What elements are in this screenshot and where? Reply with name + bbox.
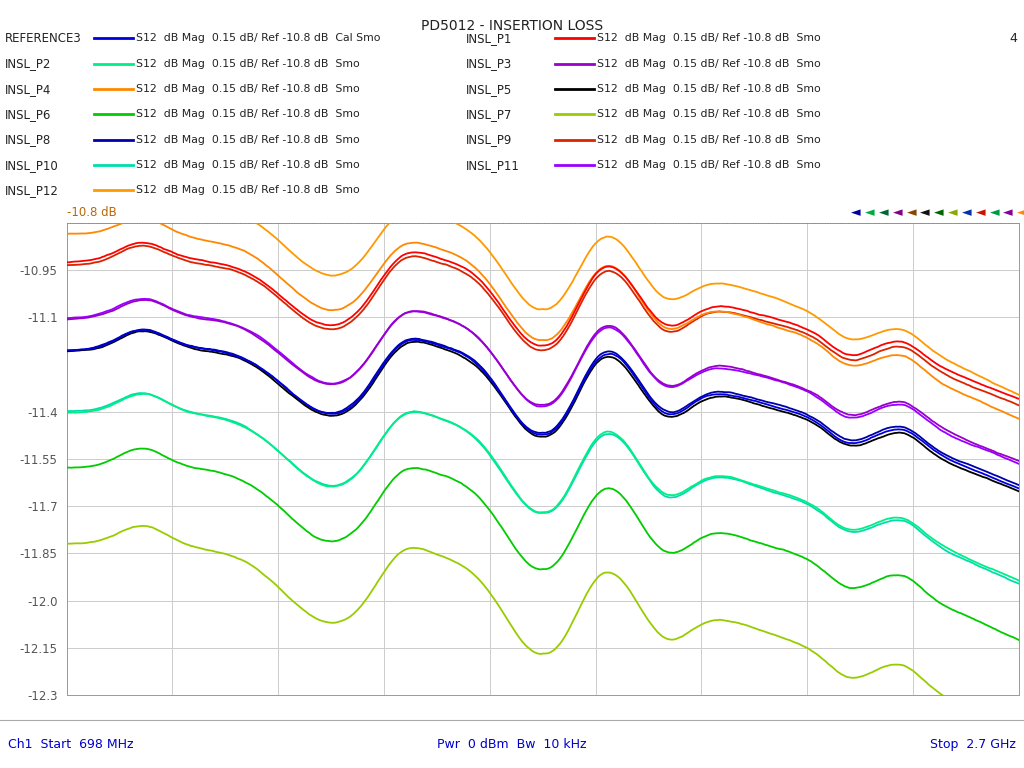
Text: S12  dB Mag  0.15 dB/ Ref -10.8 dB  Smo: S12 dB Mag 0.15 dB/ Ref -10.8 dB Smo bbox=[597, 84, 821, 94]
Text: S12  dB Mag  0.15 dB/ Ref -10.8 dB  Smo: S12 dB Mag 0.15 dB/ Ref -10.8 dB Smo bbox=[597, 58, 821, 69]
Text: Pwr  0 dBm  Bw  10 kHz: Pwr 0 dBm Bw 10 kHz bbox=[437, 739, 587, 751]
Text: 4: 4 bbox=[1009, 32, 1017, 45]
Text: ◄: ◄ bbox=[851, 207, 861, 219]
Text: S12  dB Mag  0.15 dB/ Ref -10.8 dB  Smo: S12 dB Mag 0.15 dB/ Ref -10.8 dB Smo bbox=[136, 109, 360, 120]
Text: S12  dB Mag  0.15 dB/ Ref -10.8 dB  Smo: S12 dB Mag 0.15 dB/ Ref -10.8 dB Smo bbox=[597, 134, 821, 145]
Text: INSL_P6: INSL_P6 bbox=[5, 108, 51, 121]
Text: S12  dB Mag  0.15 dB/ Ref -10.8 dB  Smo: S12 dB Mag 0.15 dB/ Ref -10.8 dB Smo bbox=[597, 109, 821, 120]
Text: ◄: ◄ bbox=[962, 207, 972, 219]
Text: ◄: ◄ bbox=[906, 207, 916, 219]
Text: Ch1  Start  698 MHz: Ch1 Start 698 MHz bbox=[8, 739, 134, 751]
Text: ◄: ◄ bbox=[921, 207, 930, 219]
Text: S12  dB Mag  0.15 dB/ Ref -10.8 dB  Smo: S12 dB Mag 0.15 dB/ Ref -10.8 dB Smo bbox=[136, 160, 360, 170]
Text: ◄: ◄ bbox=[865, 207, 874, 219]
Text: INSL_P2: INSL_P2 bbox=[5, 58, 51, 70]
Text: INSL_P1: INSL_P1 bbox=[466, 32, 512, 45]
Text: S12  dB Mag  0.15 dB/ Ref -10.8 dB  Smo: S12 dB Mag 0.15 dB/ Ref -10.8 dB Smo bbox=[136, 58, 360, 69]
Text: -10.8 dB: -10.8 dB bbox=[67, 206, 117, 219]
Text: ◄: ◄ bbox=[934, 207, 944, 219]
Text: ◄: ◄ bbox=[1017, 207, 1024, 219]
Text: INSL_P9: INSL_P9 bbox=[466, 134, 512, 146]
Text: ◄: ◄ bbox=[976, 207, 985, 219]
Text: Stop  2.7 GHz: Stop 2.7 GHz bbox=[930, 739, 1016, 751]
Text: S12  dB Mag  0.15 dB/ Ref -10.8 dB  Smo: S12 dB Mag 0.15 dB/ Ref -10.8 dB Smo bbox=[136, 134, 360, 145]
Text: ◄: ◄ bbox=[989, 207, 999, 219]
Text: S12  dB Mag  0.15 dB/ Ref -10.8 dB  Smo: S12 dB Mag 0.15 dB/ Ref -10.8 dB Smo bbox=[597, 160, 821, 170]
Text: S12  dB Mag  0.15 dB/ Ref -10.8 dB  Smo: S12 dB Mag 0.15 dB/ Ref -10.8 dB Smo bbox=[136, 84, 360, 94]
Text: INSL_P7: INSL_P7 bbox=[466, 108, 512, 121]
Text: ◄: ◄ bbox=[893, 207, 902, 219]
Text: INSL_P4: INSL_P4 bbox=[5, 83, 51, 95]
Text: PD5012 - INSERTION LOSS: PD5012 - INSERTION LOSS bbox=[421, 19, 603, 33]
Text: ◄: ◄ bbox=[1004, 207, 1013, 219]
Text: INSL_P8: INSL_P8 bbox=[5, 134, 51, 146]
Text: INSL_P11: INSL_P11 bbox=[466, 159, 520, 171]
Text: ◄: ◄ bbox=[879, 207, 889, 219]
Text: INSL_P10: INSL_P10 bbox=[5, 159, 58, 171]
Text: INSL_P5: INSL_P5 bbox=[466, 83, 512, 95]
Text: S12  dB Mag  0.15 dB/ Ref -10.8 dB  Smo: S12 dB Mag 0.15 dB/ Ref -10.8 dB Smo bbox=[597, 33, 821, 44]
Text: INSL_P12: INSL_P12 bbox=[5, 184, 59, 197]
Text: REFERENCE3: REFERENCE3 bbox=[5, 32, 82, 45]
Text: ◄: ◄ bbox=[948, 207, 957, 219]
Text: S12  dB Mag  0.15 dB/ Ref -10.8 dB  Cal Smo: S12 dB Mag 0.15 dB/ Ref -10.8 dB Cal Smo bbox=[136, 33, 381, 44]
Text: INSL_P3: INSL_P3 bbox=[466, 58, 512, 70]
Text: S12  dB Mag  0.15 dB/ Ref -10.8 dB  Smo: S12 dB Mag 0.15 dB/ Ref -10.8 dB Smo bbox=[136, 185, 360, 196]
